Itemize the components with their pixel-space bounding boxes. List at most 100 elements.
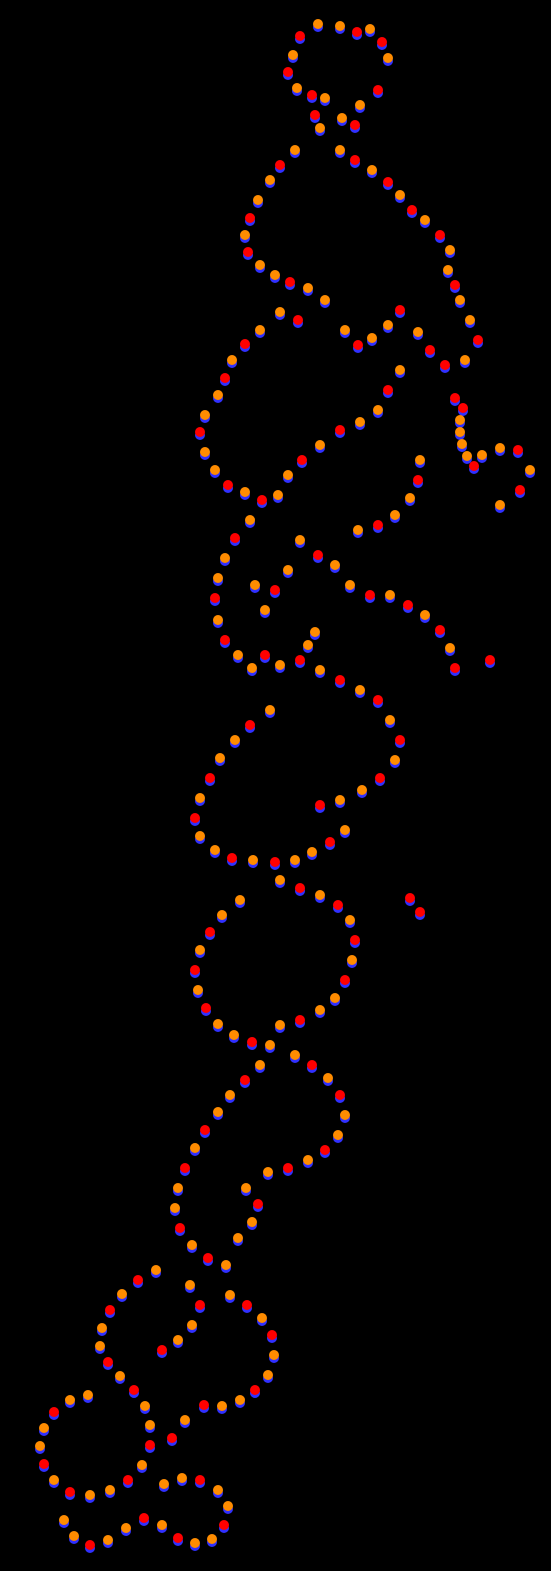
marker-orange — [217, 1401, 227, 1411]
marker-orange — [367, 165, 377, 175]
marker-orange — [345, 580, 355, 590]
marker-red — [219, 1520, 229, 1530]
marker-orange — [59, 1515, 69, 1525]
marker-orange — [255, 325, 265, 335]
marker-red — [513, 445, 523, 455]
marker-orange — [457, 439, 467, 449]
marker-red — [195, 1475, 205, 1485]
marker-red — [485, 655, 495, 665]
marker-orange — [233, 650, 243, 660]
marker-orange — [173, 1183, 183, 1193]
marker-orange — [83, 1390, 93, 1400]
marker-red — [325, 837, 335, 847]
marker-orange — [390, 755, 400, 765]
marker-orange — [190, 1143, 200, 1153]
marker-orange — [320, 295, 330, 305]
marker-red — [458, 403, 468, 413]
marker-orange — [288, 50, 298, 60]
marker-orange — [340, 1110, 350, 1120]
marker-orange — [415, 455, 425, 465]
marker-red — [340, 975, 350, 985]
marker-orange — [200, 410, 210, 420]
marker-orange — [240, 230, 250, 240]
marker-orange — [269, 1350, 279, 1360]
marker-orange — [35, 1441, 45, 1451]
marker-orange — [373, 405, 383, 415]
marker-red — [103, 1357, 113, 1367]
marker-orange — [355, 417, 365, 427]
marker-orange — [195, 831, 205, 841]
marker-red — [245, 720, 255, 730]
marker-orange — [103, 1535, 113, 1545]
marker-orange — [303, 640, 313, 650]
marker-orange — [145, 1420, 155, 1430]
marker-red — [257, 495, 267, 505]
marker-orange — [207, 1534, 217, 1544]
marker-red — [205, 927, 215, 937]
marker-orange — [121, 1523, 131, 1533]
marker-orange — [241, 1183, 251, 1193]
marker-red — [39, 1459, 49, 1469]
marker-red — [105, 1305, 115, 1315]
marker-red — [205, 773, 215, 783]
marker-orange — [265, 175, 275, 185]
marker-red — [242, 1300, 252, 1310]
marker-red — [383, 385, 393, 395]
marker-orange — [210, 465, 220, 475]
marker-red — [473, 335, 483, 345]
marker-orange — [185, 1280, 195, 1290]
marker-red — [415, 907, 425, 917]
marker-red — [295, 655, 305, 665]
marker-red — [243, 247, 253, 257]
marker-red — [223, 480, 233, 490]
marker-red — [333, 900, 343, 910]
marker-red — [425, 345, 435, 355]
marker-orange — [385, 715, 395, 725]
marker-orange — [495, 443, 505, 453]
marker-orange — [190, 1538, 200, 1548]
marker-red — [201, 1003, 211, 1013]
marker-red — [220, 373, 230, 383]
marker-orange — [295, 535, 305, 545]
marker-orange — [275, 307, 285, 317]
marker-red — [373, 520, 383, 530]
marker-red — [313, 550, 323, 560]
marker-orange — [340, 825, 350, 835]
marker-red — [353, 340, 363, 350]
marker-red — [133, 1275, 143, 1285]
marker-red — [195, 427, 205, 437]
marker-red — [335, 675, 345, 685]
marker-orange — [247, 1217, 257, 1227]
marker-orange — [180, 1415, 190, 1425]
marker-orange — [97, 1323, 107, 1333]
marker-red — [210, 593, 220, 603]
marker-orange — [177, 1473, 187, 1483]
marker-red — [315, 800, 325, 810]
marker-red — [245, 213, 255, 223]
marker-orange — [105, 1485, 115, 1495]
marker-orange — [213, 573, 223, 583]
marker-orange — [445, 643, 455, 653]
marker-orange — [313, 19, 323, 29]
marker-orange — [229, 1030, 239, 1040]
marker-orange — [303, 283, 313, 293]
marker-red — [297, 455, 307, 465]
marker-orange — [230, 735, 240, 745]
marker-red — [377, 37, 387, 47]
marker-orange — [292, 83, 302, 93]
marker-orange — [193, 985, 203, 995]
marker-red — [157, 1345, 167, 1355]
marker-orange — [385, 590, 395, 600]
marker-orange — [307, 847, 317, 857]
marker-orange — [445, 245, 455, 255]
marker-red — [199, 1400, 209, 1410]
marker-red — [240, 1075, 250, 1085]
marker-orange — [413, 327, 423, 337]
marker-orange — [220, 553, 230, 563]
marker-orange — [275, 660, 285, 670]
marker-red — [283, 1163, 293, 1173]
marker-orange — [255, 260, 265, 270]
marker-red — [350, 155, 360, 165]
marker-orange — [273, 490, 283, 500]
marker-red — [450, 280, 460, 290]
